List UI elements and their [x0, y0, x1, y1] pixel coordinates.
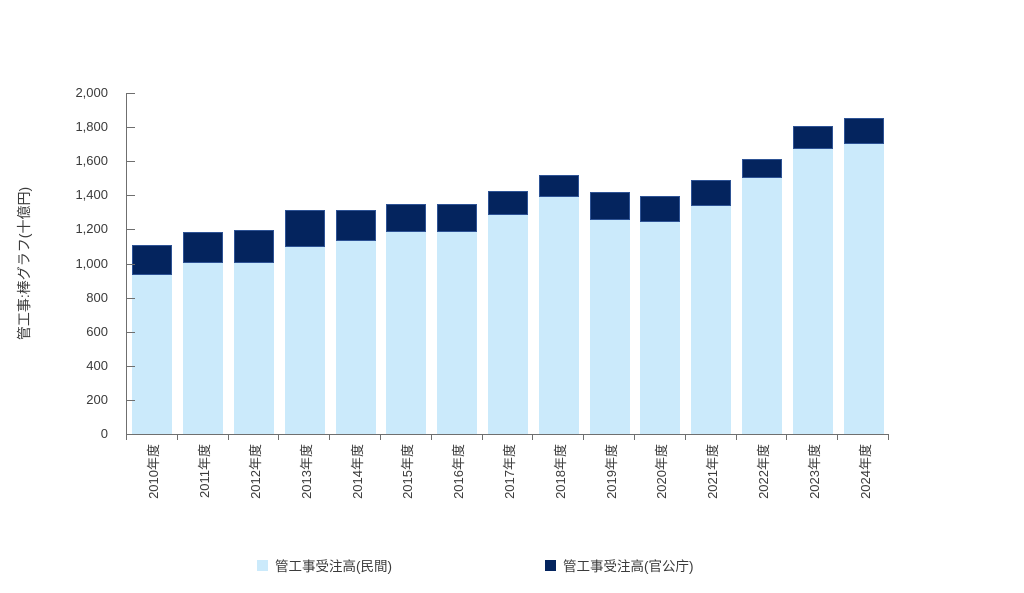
x-axis-tick [329, 434, 331, 440]
x-axis-label-2011年度: 2011年度 [197, 444, 213, 498]
x-axis-ticks [126, 434, 889, 440]
y-axis-tick [127, 195, 135, 197]
bar-segment-private-2023年度 [792, 149, 833, 434]
x-axis-tick [735, 434, 737, 440]
legend-label-government: 管工事受注高(官公庁) [563, 559, 694, 574]
x-axis-label-2022年度: 2022年度 [756, 444, 771, 499]
bar-segment-government-2021年度 [691, 180, 732, 206]
x-axis-label-2021年度: 2021年度 [705, 444, 721, 499]
x-axis-tick [634, 434, 635, 440]
x-axis-label-2017年度: 2017年度 [502, 444, 517, 499]
bar-segment-government-2024年度 [843, 118, 884, 144]
y-axis-tick [127, 127, 135, 129]
y-axis-tick-label: 1,400 [75, 187, 108, 203]
bar-segment-government-2012年度 [234, 230, 274, 263]
bar-segment-private-2010年度 [132, 275, 173, 434]
y-axis-tick-label: 2,000 [75, 85, 108, 100]
y-axis-tick-label: 800 [86, 289, 108, 305]
bar-segment-private-2018年度 [538, 197, 579, 434]
x-axis-tick [888, 434, 889, 440]
bar-segment-private-2011年度 [183, 263, 224, 434]
bar-segment-private-2016年度 [437, 232, 478, 434]
x-axis-tick [684, 434, 686, 440]
legend-label-private: 管工事受注高(民間) [275, 559, 392, 574]
y-axis-title: 管工事:棒グラフ(十億円) [16, 186, 32, 341]
legend-swatch-private-icon [257, 559, 268, 571]
x-axis-tick [278, 434, 280, 440]
x-axis-tick [481, 434, 483, 440]
y-axis-tick-label: 1,200 [75, 221, 108, 237]
x-axis-label-2015年度: 2015年度 [400, 444, 416, 499]
bar-segment-government-2019年度 [589, 192, 630, 220]
y-axis-tick-label: 1,600 [75, 153, 108, 169]
bar-segment-government-2014年度 [335, 210, 376, 241]
bar-segment-private-2012年度 [234, 263, 274, 434]
bar-segment-private-2014年度 [335, 241, 376, 434]
y-axis-tick-label: 1,000 [75, 255, 108, 271]
y-axis-tick [127, 331, 135, 333]
y-axis-tick-label: 400 [86, 357, 108, 373]
x-axis-tick [176, 434, 178, 440]
y-axis-tick [127, 263, 135, 265]
bar-segment-government-2013年度 [284, 210, 325, 247]
y-axis-tick-label: 200 [86, 391, 108, 407]
x-axis-label-2012年度: 2012年度 [248, 444, 263, 499]
x-axis-tick [126, 434, 127, 440]
y-axis-tick-label: 1,800 [75, 119, 108, 135]
bar-segment-private-2019年度 [589, 220, 630, 434]
x-axis-label-2013年度: 2013年度 [298, 444, 314, 499]
bar-segment-government-2018年度 [538, 175, 579, 197]
y-axis-tick [127, 93, 135, 94]
x-axis-label-2018年度: 2018年度 [552, 444, 568, 499]
x-axis-tick [583, 434, 585, 440]
y-axis-tick-label: 600 [86, 323, 108, 339]
x-axis-tick [837, 434, 839, 440]
bar-segment-private-2021年度 [691, 206, 732, 434]
x-axis-label-2024年度: 2024年度 [857, 444, 873, 499]
y-axis-tick [127, 365, 135, 367]
bar-segment-private-2024年度 [843, 144, 884, 434]
legend-swatch-government-icon [545, 559, 556, 571]
y-axis-tick-label: 0 [100, 426, 108, 441]
bar-segment-private-2013年度 [284, 247, 325, 434]
x-axis-label-2016年度: 2016年度 [451, 444, 467, 499]
bar-segment-private-2022年度 [742, 178, 782, 434]
y-axis-tick [127, 229, 135, 231]
bar-segment-private-2020年度 [640, 222, 681, 434]
bar-segment-government-2020年度 [640, 196, 681, 222]
x-axis-label-2010年度: 2010年度 [146, 444, 162, 499]
x-axis-tick [430, 434, 432, 440]
x-axis-label-2019年度: 2019年度 [603, 444, 619, 499]
plot-area [126, 93, 889, 435]
x-axis-label-2014年度: 2014年度 [349, 444, 365, 499]
x-axis-tick [786, 434, 788, 440]
bar-segment-government-2017年度 [488, 191, 528, 215]
bar-segment-government-2022年度 [742, 159, 782, 178]
bar-segment-government-2023年度 [792, 126, 833, 149]
x-axis-label-2023年度: 2023年度 [806, 444, 822, 499]
x-axis-tick [532, 434, 534, 440]
x-axis-label-2020年度: 2020年度 [654, 444, 670, 499]
y-axis-tick [127, 161, 135, 163]
bar-segment-private-2017年度 [488, 215, 528, 434]
x-axis-tick [227, 434, 229, 440]
bar-segment-government-2011年度 [183, 232, 224, 263]
bar-segment-government-2015年度 [386, 204, 427, 232]
legend-item-private: 管工事受注高(民間) [257, 555, 392, 575]
bar-segment-private-2015年度 [386, 232, 427, 434]
bar-segment-government-2016年度 [437, 204, 478, 232]
x-axis-tick [380, 434, 381, 440]
y-axis-tick [127, 399, 135, 401]
bar-segment-government-2010年度 [132, 245, 173, 275]
legend-item-government: 管工事受注高(官公庁) [545, 555, 694, 575]
y-axis-tick [127, 297, 135, 299]
